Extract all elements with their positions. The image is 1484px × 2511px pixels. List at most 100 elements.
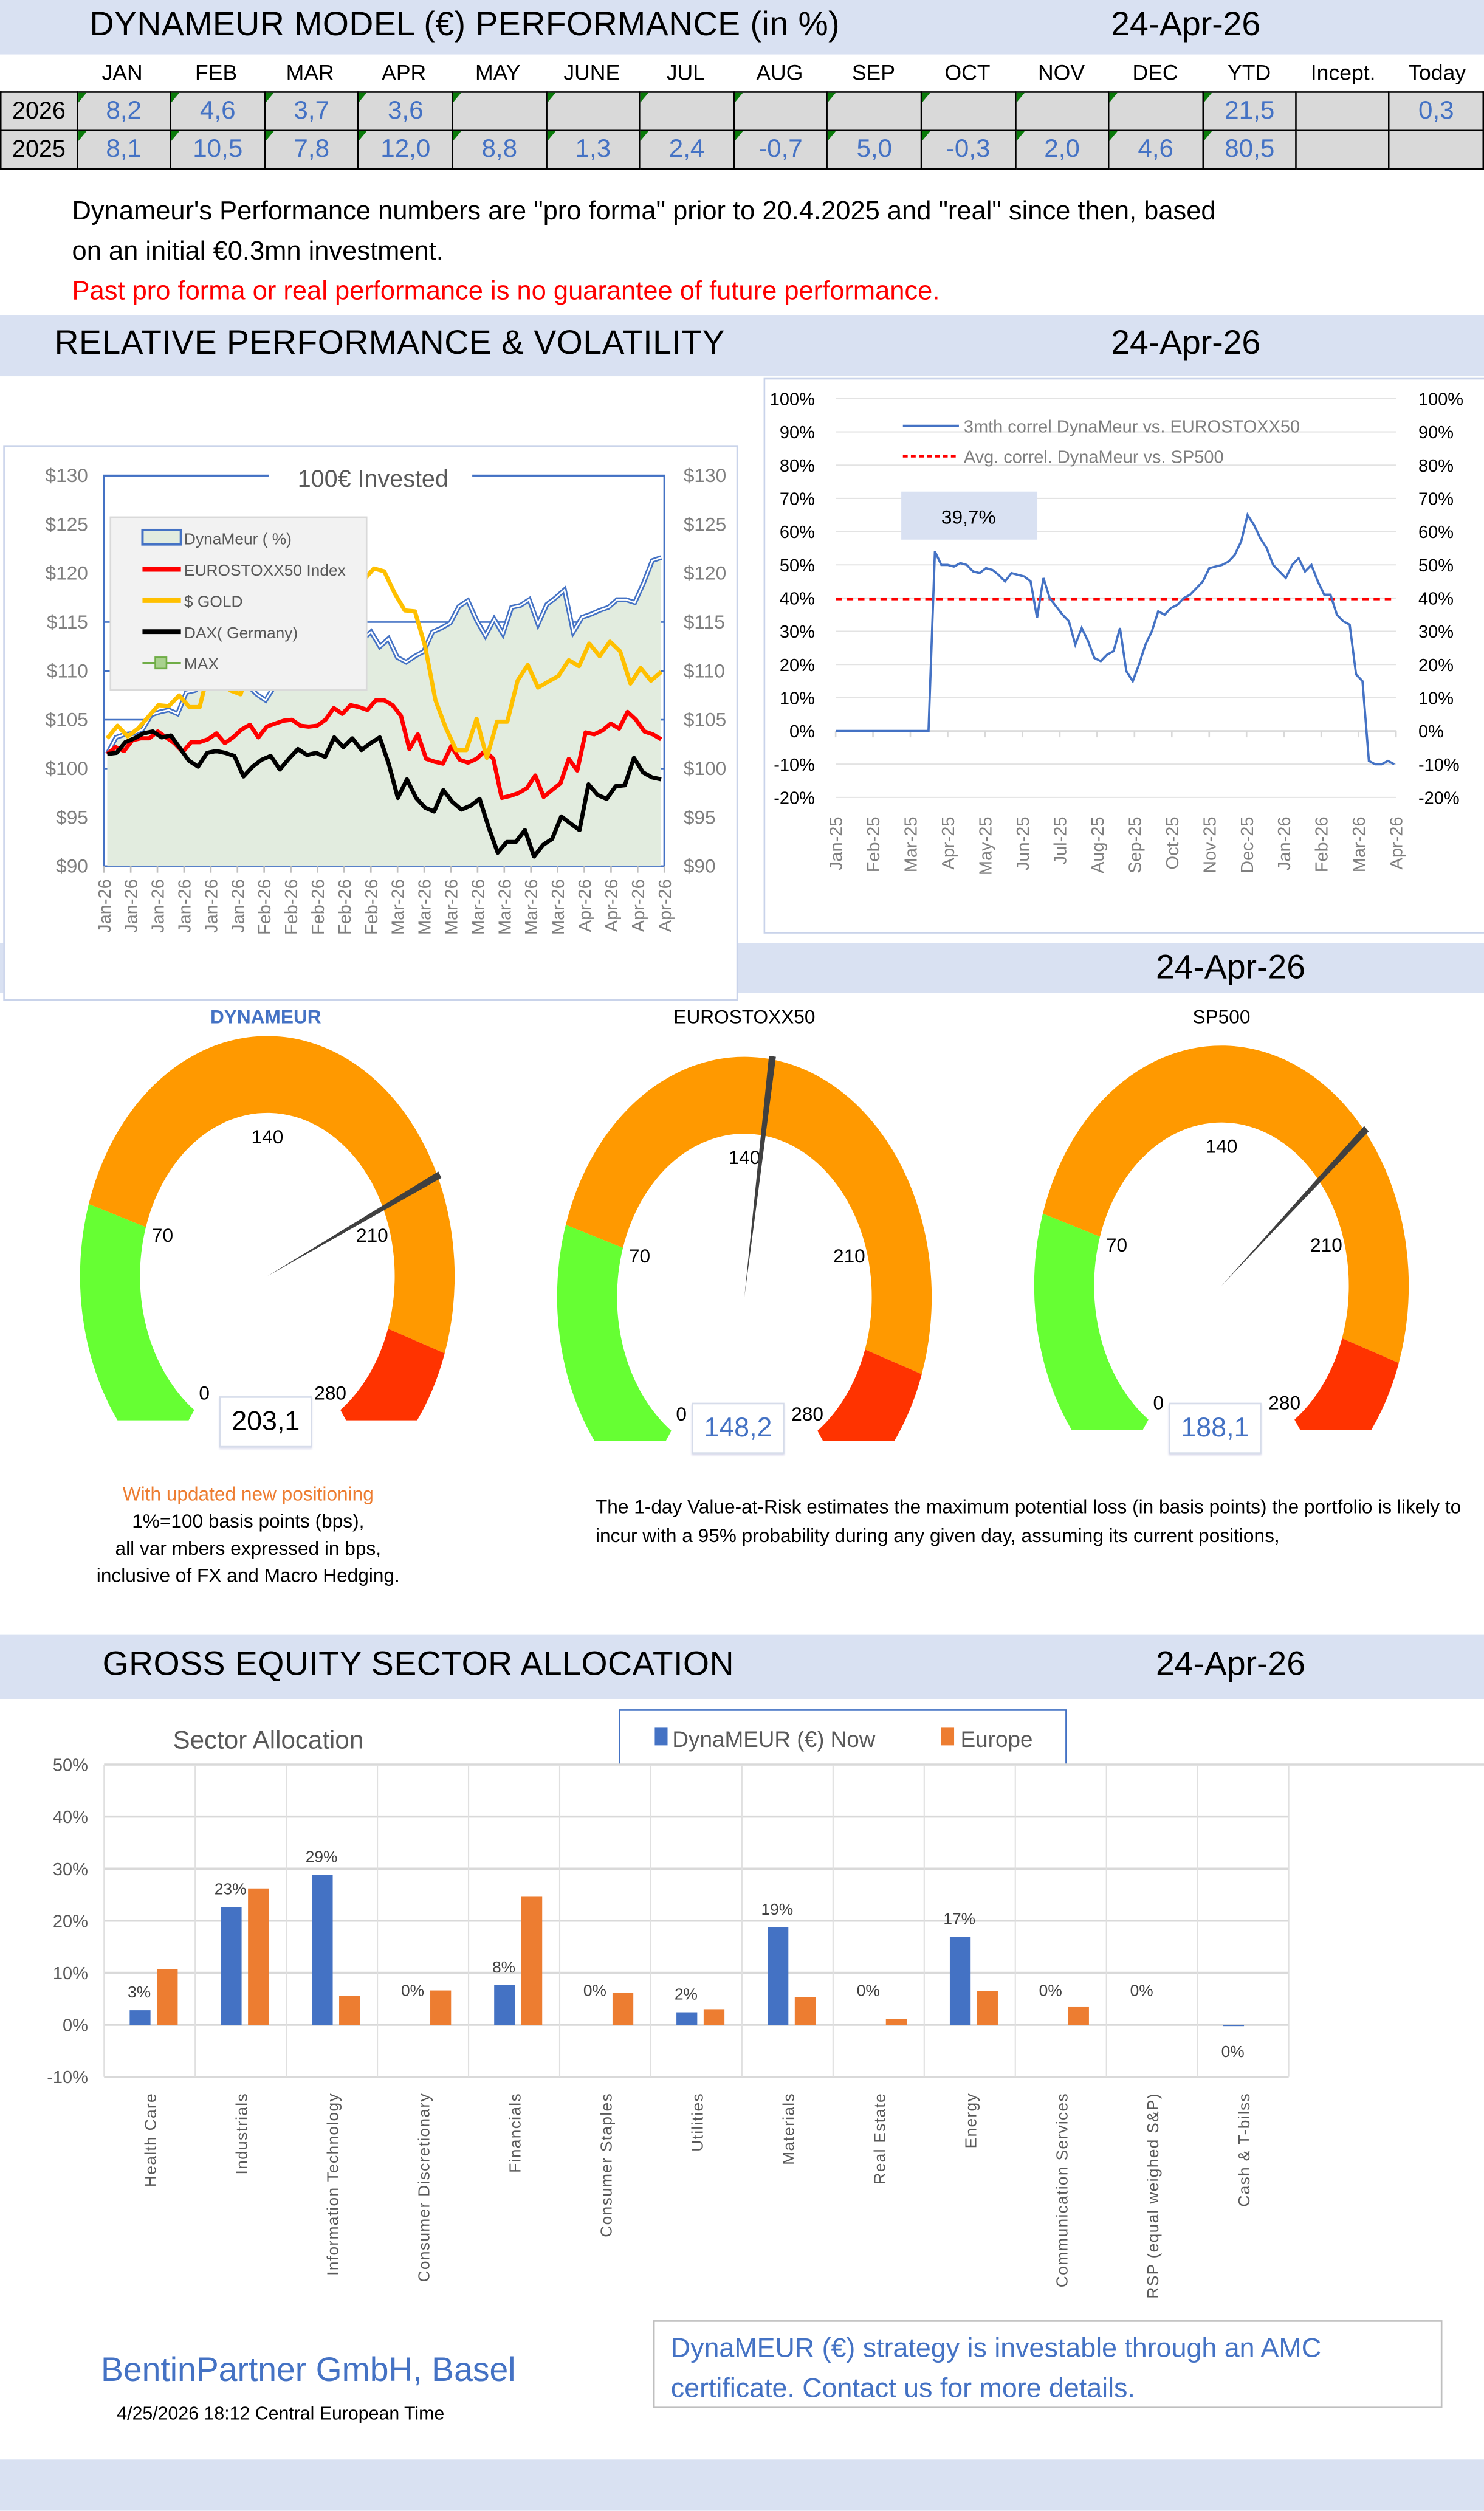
cell-june[interactable] [545,91,641,132]
category-label: Real Estate [870,2093,888,2185]
var-date: 24-Apr-26 [1155,949,1305,987]
bar-europe [885,2019,907,2025]
gauge-value-eurostoxx50: 148,2 [692,1402,785,1454]
cell-feb[interactable]: 4,6 [170,91,266,132]
legend-label: Avg. correl. DynaMeur vs. SP500 [964,447,1224,467]
comment-marker-icon [734,131,743,141]
cell-may[interactable] [452,91,548,132]
gauge-band [566,1056,932,1374]
cell-jul[interactable] [639,91,735,132]
x-tick: Jan-26 [228,879,248,933]
cell-ytd[interactable]: 80,5 [1201,129,1298,170]
gauge-band [1034,1213,1149,1430]
cell-nov[interactable] [1014,91,1110,132]
relative-date: 24-Apr-26 [1111,325,1261,362]
bar-europe [703,2009,725,2025]
x-tick: Apr-26 [1387,816,1407,869]
gauge-value-sp500: 188,1 [1169,1402,1262,1454]
cell-dec[interactable]: 4,6 [1108,129,1204,170]
cell-aug[interactable] [732,91,829,132]
gauge-eurostoxx50: 0 70 140 210 280 [557,1055,932,1441]
y-tick-right: $130 [684,464,726,486]
bar-dynameur [1223,2025,1245,2027]
column-header-apr: APR [382,61,427,85]
column-header-ytd: YTD [1228,61,1271,85]
x-tick: Apr-26 [602,879,622,932]
company-name: BentinPartner GmbH, Basel [100,2352,516,2389]
cell-jan[interactable]: 8,1 [76,129,172,170]
gauge-tick: 0 [676,1403,687,1425]
gauge-label-eurostoxx50: EUROSTOXX50 [673,1005,816,1028]
cell-mar[interactable]: 3,7 [264,91,360,132]
x-tick: Jan-26 [202,879,221,933]
comment-marker-icon [922,92,930,103]
cell-oct[interactable] [920,91,1016,132]
y-tick-left: 30% [780,622,815,642]
x-tick: Jan-26 [175,879,194,933]
cell-jan[interactable]: 8,2 [76,91,172,132]
cell-mar[interactable]: 7,8 [264,129,360,170]
cell-feb[interactable]: 10,5 [170,129,266,170]
x-tick: Jan-25 [827,816,847,870]
legend-label: 3mth correl DynaMeur vs. EUROSTOXX50 [964,417,1300,436]
cell-ytd[interactable]: 21,5 [1201,91,1298,132]
legend-label: MAX [184,655,219,673]
x-tick: Oct-25 [1163,816,1183,869]
gauge-tick: 140 [1206,1135,1238,1157]
cell-nov[interactable]: 2,0 [1014,129,1110,170]
gauge-label-dynameur: DYNAMEUR [210,1005,321,1028]
note-line-3: inclusive of FX and Macro Hedging. [96,1564,400,1587]
y-tick-right: $120 [684,562,726,584]
comment-marker-icon [359,131,368,141]
x-tick: Mar-26 [442,879,462,935]
y-tick-right: $95 [684,806,716,828]
column-header-feb: FEB [195,61,238,85]
cell-oct[interactable]: -0,3 [920,129,1016,170]
y-tick: 40% [53,1808,88,1827]
cell-sep[interactable] [826,91,922,132]
comment-marker-icon [171,92,180,103]
x-tick: Jan-26 [122,879,142,933]
sector-header: GROSS EQUITY SECTOR ALLOCATION 24-Apr-26 [0,1634,1484,1699]
category-label: Consumer Staples [597,2093,616,2237]
annotation-value: 39,7% [941,506,996,528]
data-label: 17% [943,1909,975,1927]
category-label: Financials [506,2093,524,2173]
cell-aug[interactable]: -0,7 [732,129,829,170]
cell-june[interactable]: 1,3 [545,129,641,170]
y-tick-right: 100% [1418,390,1463,409]
cell-value: 2,0 [1044,135,1080,163]
cell-apr[interactable]: 12,0 [357,129,454,170]
cell-jul[interactable]: 2,4 [639,129,735,170]
column-header-today: Today [1408,61,1466,85]
row-year: 2026 [0,91,78,132]
data-label: 19% [761,1900,793,1918]
x-tick: Feb-26 [255,879,275,935]
legend-swatch [941,1727,955,1746]
cell-incept[interactable] [1296,129,1390,170]
gauge-tick: 280 [1268,1391,1300,1413]
data-label: 2% [675,1985,698,2003]
y-tick-left: $110 [47,660,88,681]
cell-today[interactable]: 0,3 [1388,91,1484,132]
gauge-value-dynameur: 203,1 [219,1396,312,1448]
var-explanation: The 1-day Value-at-Risk estimates the ma… [595,1495,1462,1546]
y-tick-right: 80% [1418,456,1454,476]
cell-value: -0,3 [946,135,991,163]
cell-may[interactable]: 8,8 [452,129,548,170]
cell-value: 21,5 [1225,97,1275,125]
x-tick: Mar-26 [389,879,408,935]
gauge-needle [744,1055,776,1297]
legend-label: EUROSTOXX50 Index [184,561,346,579]
chart-title: 100€ Invested [298,466,448,492]
cell-apr[interactable]: 3,6 [357,91,454,132]
cell-incept[interactable] [1296,91,1390,132]
gauge-needle [267,1171,442,1276]
cell-sep[interactable]: 5,0 [826,129,922,170]
y-tick-left: $115 [47,611,88,633]
cell-dec[interactable] [1108,91,1204,132]
cell-today[interactable] [1388,129,1484,170]
column-header-nov: NOV [1037,61,1085,85]
bar-europe [612,1992,634,2025]
